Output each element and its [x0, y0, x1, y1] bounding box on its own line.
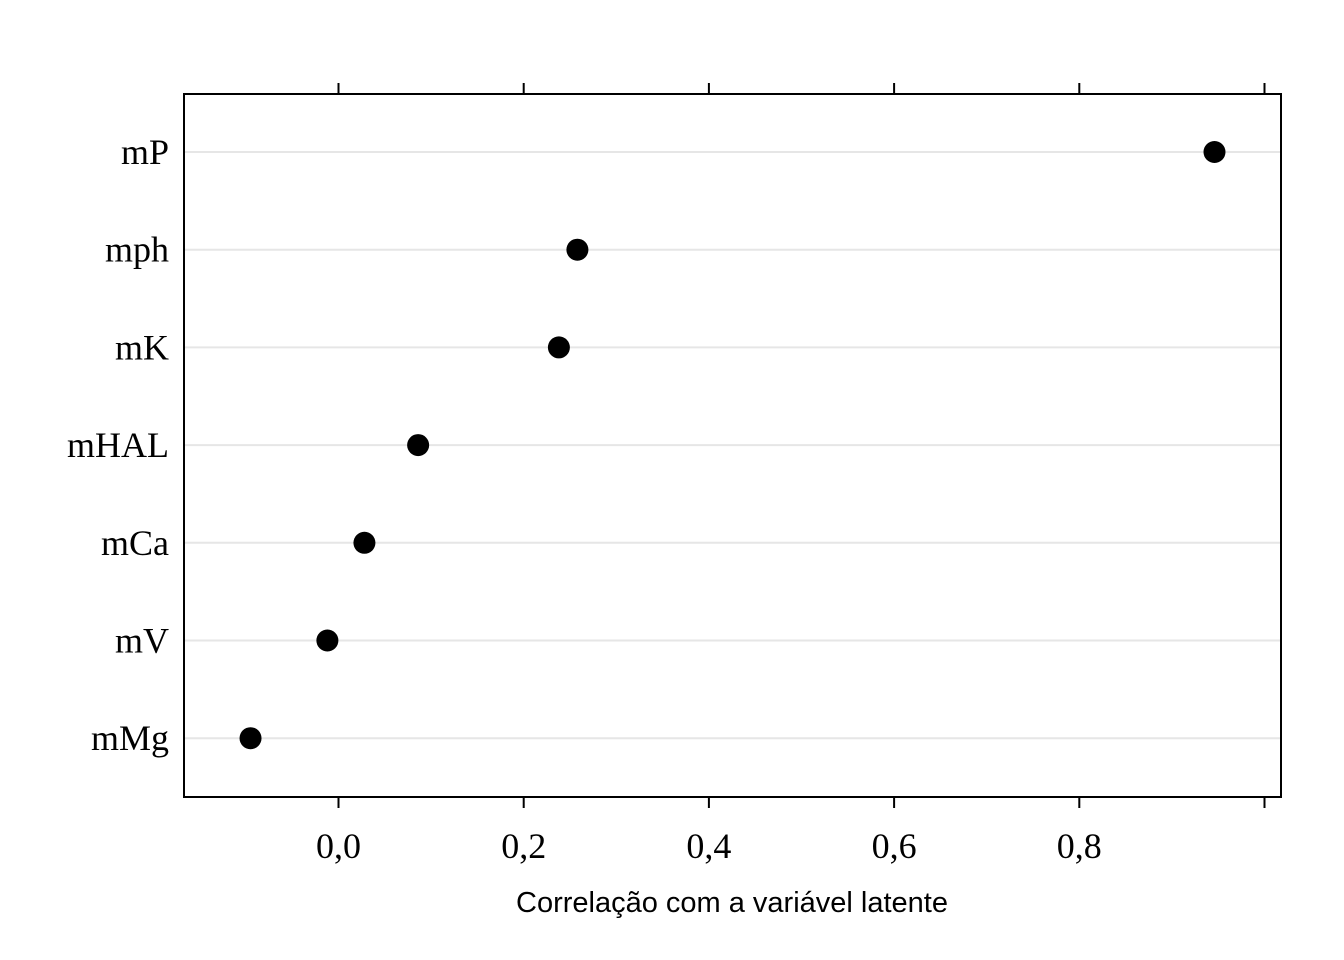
x-tick-label: 0,8 [1057, 826, 1102, 866]
x-tick-label: 0,4 [686, 826, 731, 866]
category-labels: mP mph mK mHAL mCa mV mMg [67, 132, 169, 758]
data-point-mV [316, 629, 339, 652]
category-label-mP: mP [121, 132, 169, 172]
data-point-mP [1203, 141, 1226, 163]
grid-lines [184, 151, 1281, 740]
data-point-mK [547, 336, 570, 359]
data-point-mHAL [407, 434, 430, 457]
x-axis-title: Correlação com a variável latente [516, 887, 948, 919]
category-label-mK: mK [115, 327, 169, 367]
data-points [239, 141, 1226, 750]
x-tick-label: 0,2 [501, 826, 546, 866]
category-label-mV: mV [115, 621, 169, 661]
category-label-mCa: mCa [101, 523, 169, 563]
x-axis-ticks: 0,0 0,2 0,4 0,6 0,8 [316, 83, 1266, 866]
x-tick-label: 0,6 [872, 826, 917, 866]
category-label-mMg: mMg [91, 718, 169, 758]
category-label-mHAL: mHAL [67, 425, 169, 465]
data-point-mph [566, 238, 589, 261]
x-tick-label: 0,0 [316, 826, 361, 866]
plot-border [183, 93, 1282, 798]
data-point-mMg [239, 727, 262, 750]
plot-frame [183, 93, 1282, 798]
data-point-mCa [353, 531, 376, 554]
category-label-mph: mph [105, 230, 169, 270]
